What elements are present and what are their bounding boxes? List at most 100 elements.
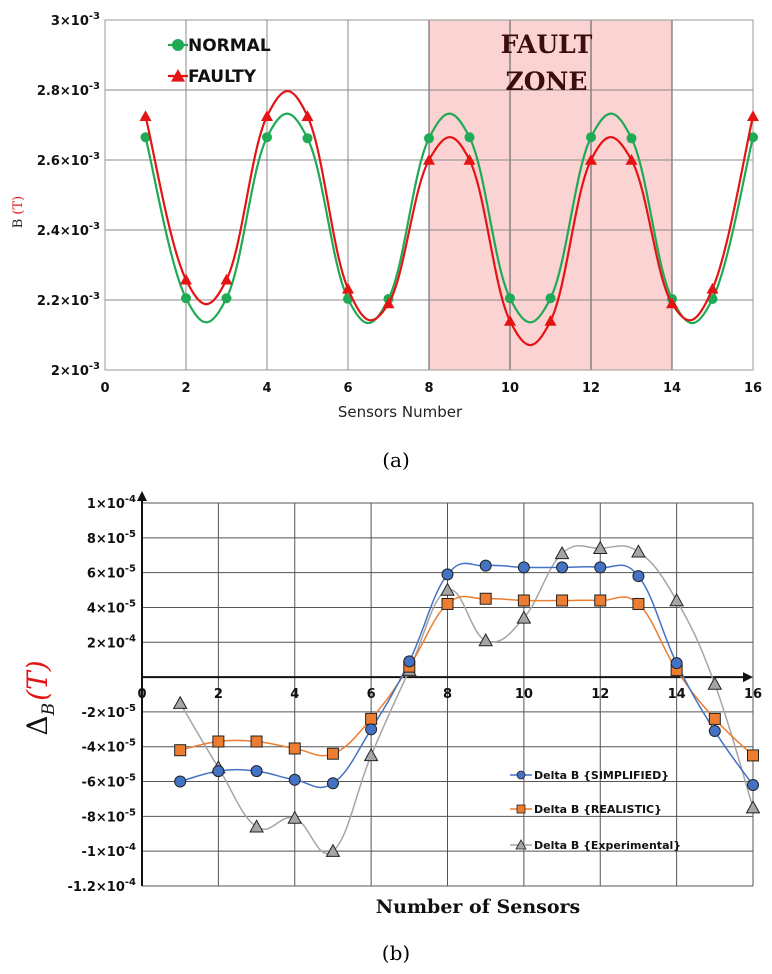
tick-base: 10 [107,497,125,512]
tick-exponent: -4 [125,633,136,644]
tick-mantissa: -2× [81,706,106,721]
data-point-realistic [365,712,378,725]
legend-experimental-label: Delta B {Experimental} [534,839,681,852]
tick-base: 10 [71,364,89,379]
legend-normal-label: NORMAL [188,36,271,56]
panel-b-legend: Delta B {SIMPLIFIED} Delta B {REALISTIC}… [510,769,681,852]
legend-normal-marker [172,39,184,51]
tick-base: 10 [107,706,125,721]
tick-exponent: -4 [125,494,136,505]
data-point-experimental [631,544,646,558]
x-tick-label: 2 [181,381,190,396]
data-point-faulty [342,282,354,294]
data-point-experimental [554,545,570,560]
data-point-simplified [747,779,759,792]
tick-mantissa: 2.6× [37,154,71,169]
legend-simplified-label: Delta B {SIMPLIFIED} [534,769,669,782]
data-point-normal [748,132,758,143]
legend-faulty-label: FAULTY [188,67,257,87]
data-point-faulty [423,154,435,165]
x-tick-label: 8 [424,381,433,396]
panel-a-y-axis-label: B (T) [11,196,26,228]
data-point-simplified [326,777,339,790]
data-point-realistic [174,744,187,757]
tick-mantissa: 2× [87,636,107,651]
y-tick-label: 8×10-5 [87,529,136,547]
x-tick-label: 2 [214,687,223,702]
x-tick-label: 16 [744,687,762,702]
data-point-normal [262,132,272,143]
tick-mantissa: -4× [81,741,106,756]
x-tick-label: 12 [582,381,600,396]
data-point-simplified [250,765,263,778]
tick-mantissa: 2.4× [37,224,71,239]
x-tick-label: 4 [262,381,271,396]
tick-mantissa: 2.2× [37,294,71,309]
data-point-simplified [441,568,454,581]
y-tick-label: 2.2×10-3 [37,291,100,309]
data-point-normal [586,132,596,143]
x-tick-label: 6 [367,687,376,702]
y-tick-label: -1.2×10-4 [67,877,136,895]
data-point-experimental [287,810,303,824]
tick-base: 10 [107,567,125,582]
tick-exponent: -5 [125,564,136,575]
panel-b-chart: 1×10-48×10-56×10-54×10-52×10-4-2×10-5-4×… [21,491,762,918]
data-point-realistic [250,735,263,748]
data-point-faulty [301,110,314,122]
data-point-experimental [707,676,723,690]
data-point-experimental [745,800,761,814]
data-point-realistic [479,592,492,605]
y-label-delta: Δ [21,715,54,735]
y-label-unit-b: (T) [21,660,54,701]
data-point-faulty [382,297,395,309]
data-point-realistic [517,594,530,607]
data-point-faulty [585,154,597,165]
data-point-faulty [504,315,516,326]
data-point-normal [140,132,151,143]
y-axis-arrow [137,491,147,501]
data-point-normal [545,293,556,304]
data-point-simplified [288,773,301,786]
legend-simplified-marker [516,770,526,780]
tick-mantissa: -1× [81,845,106,860]
tick-mantissa: 2× [51,364,71,379]
data-point-normal [464,132,475,143]
tick-mantissa: -8× [81,810,106,825]
data-point-simplified [174,775,187,788]
data-point-simplified [212,765,225,778]
tick-base: 10 [71,294,89,309]
data-point-faulty [625,154,638,165]
tick-mantissa: 4× [87,601,107,616]
series-line-1 [180,595,754,757]
legend-faulty-marker [171,69,185,82]
data-point-realistic [326,747,339,760]
x-tick-label: 0 [137,687,146,702]
x-tick-label: 14 [663,381,681,396]
panel-a-series [139,89,759,346]
data-point-simplified [556,561,569,574]
tick-mantissa: 6× [87,567,107,582]
data-point-simplified [403,655,416,668]
legend-realistic-marker [516,804,526,814]
x-tick-label: 10 [501,381,519,396]
legend-experimental-marker [515,839,527,850]
data-point-experimental [592,540,608,554]
legend-realistic-label: Delta B {REALISTIC} [534,803,662,816]
data-point-simplified [594,561,607,574]
y-tick-label: 3×10-3 [51,11,100,29]
panel-a-y-ticks: 2×10-32.2×10-32.4×10-32.6×10-32.8×10-33×… [37,11,100,379]
svg-text:ΔB(T): ΔB (T) [21,660,59,735]
y-label-subscript: B [39,703,59,717]
y-tick-label: -8×10-5 [81,807,136,825]
tick-exponent: -5 [125,598,136,609]
x-tick-label: 12 [591,687,609,702]
data-point-faulty [544,315,557,326]
tick-exponent: -5 [125,807,136,818]
panel-b-axes [137,491,753,886]
data-point-experimental [440,582,455,596]
tick-exponent: -5 [125,703,136,714]
data-point-simplified [517,561,530,574]
data-point-experimental [363,747,379,762]
